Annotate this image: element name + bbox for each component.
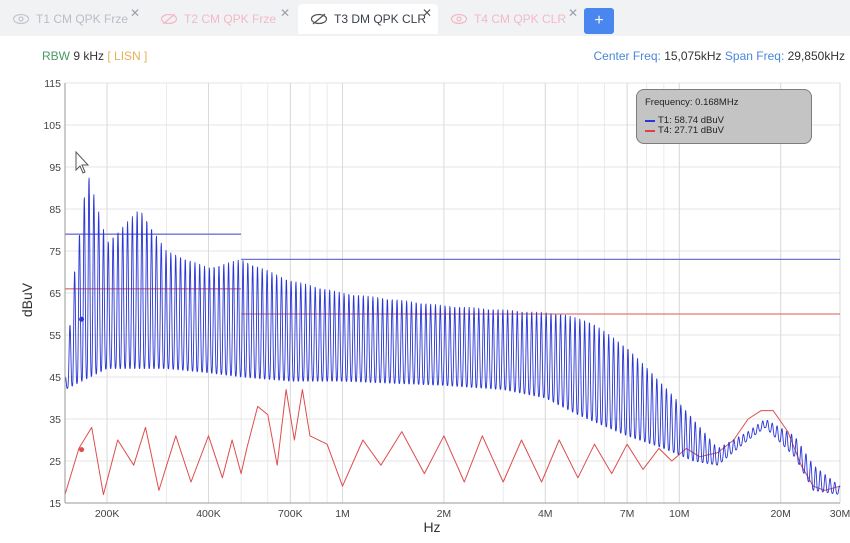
legend-frequency: Frequency: 0.168MHz [645,97,739,108]
x-tick-label: 4M [538,508,553,520]
eye-slash-icon[interactable] [310,13,328,25]
chart-grid [65,82,841,504]
lisn-label: [ LISN ] [107,49,148,63]
freq-info: Center Freq: 15,075kHz Span Freq: 29,850… [593,49,845,63]
traces [64,177,841,496]
tab-bar: T1 CM QPK Frze ✕ T2 CM QPK Frze ✕ T3 DM … [0,0,850,36]
span-freq-label: Span Freq: [724,49,785,63]
limit-lines [65,233,840,315]
y-tick-label: 55 [49,330,61,342]
y-tick-label: 105 [43,120,61,132]
legend-swatch-t4 [645,129,655,132]
x-tick-label: 20M [770,508,790,520]
tab-label: T2 CM QPK Frze [184,12,277,26]
close-icon[interactable]: ✕ [130,6,141,20]
tab-label: T4 CM QPK CLR [474,12,567,26]
y-tick-label: 85 [49,204,61,216]
center-freq-value: 15,075kHz [664,49,722,63]
tab-t2[interactable]: T2 CM QPK Frze ✕ [148,4,296,34]
x-tick-label: 2M [437,508,452,520]
cursor-arrow-icon [75,150,90,174]
tab-label: T1 CM QPK Frze [36,12,129,26]
y-axis-label: dBuV [19,282,35,317]
rbw-value: 9 kHz [73,49,105,63]
close-icon[interactable]: ✕ [422,6,433,20]
trace-t1 [64,177,841,495]
x-tick-label: 7M [620,508,635,520]
tab-t3[interactable]: T3 DM QPK CLR ✕ [298,4,438,34]
add-tab-button[interactable]: + [584,8,614,34]
eye-icon[interactable] [450,13,468,25]
y-tick-label: 65 [49,288,61,300]
tab-t4[interactable]: T4 CM QPK CLR ✕ [438,4,582,34]
marker-legend: Frequency: 0.168MHz T1: 58.74 dBuV T4: 2… [636,89,812,144]
trace-t4 [64,389,841,496]
y-tick-label: 25 [49,456,61,468]
legend-entry-t1: T1: 58.74 dBuV [645,115,724,126]
y-tick-label: 95 [49,162,61,174]
eye-slash-icon[interactable] [160,13,178,25]
close-icon[interactable]: ✕ [568,6,579,20]
span-freq-value: 29,850kHz [787,49,845,63]
legend-text-t4: T4: 27.71 dBuV [658,125,725,136]
x-tick-label: 10M [669,508,689,520]
y-tick-label: 15 [49,498,61,510]
x-tick-label: 400K [196,508,221,520]
close-icon[interactable]: ✕ [280,6,291,20]
marker-t4 [79,447,85,453]
marker-t1 [79,316,85,322]
y-tick-label: 45 [49,372,61,384]
x-axis-label: Hz [423,519,440,535]
tab-t1[interactable]: T1 CM QPK Frze ✕ [0,4,148,34]
x-tick-label: 30M [830,508,850,520]
rbw-info: RBW 9 kHz [ LISN ] [42,49,147,63]
x-tick-label: 700K [278,508,303,520]
y-tick-label: 35 [49,414,61,426]
center-freq-label: Center Freq: [593,49,661,63]
y-tick-label: 115 [44,78,61,90]
x-tick-label: 200K [95,508,120,520]
legend-swatch-t1 [645,119,655,122]
x-tick-label: 1M [335,508,350,520]
rbw-label: RBW [42,49,70,63]
y-tick-label: 75 [49,246,61,258]
eye-icon[interactable] [12,13,30,25]
legend-text-t1: T1: 58.74 dBuV [658,115,725,126]
legend-entry-t4: T4: 27.71 dBuV [645,125,724,136]
tab-label: T3 DM QPK CLR [334,12,427,26]
chart-axes: 15 25 35 45 55 65 75 85 95 105 115 200K 400K 700K 1M 2M… [43,78,850,520]
